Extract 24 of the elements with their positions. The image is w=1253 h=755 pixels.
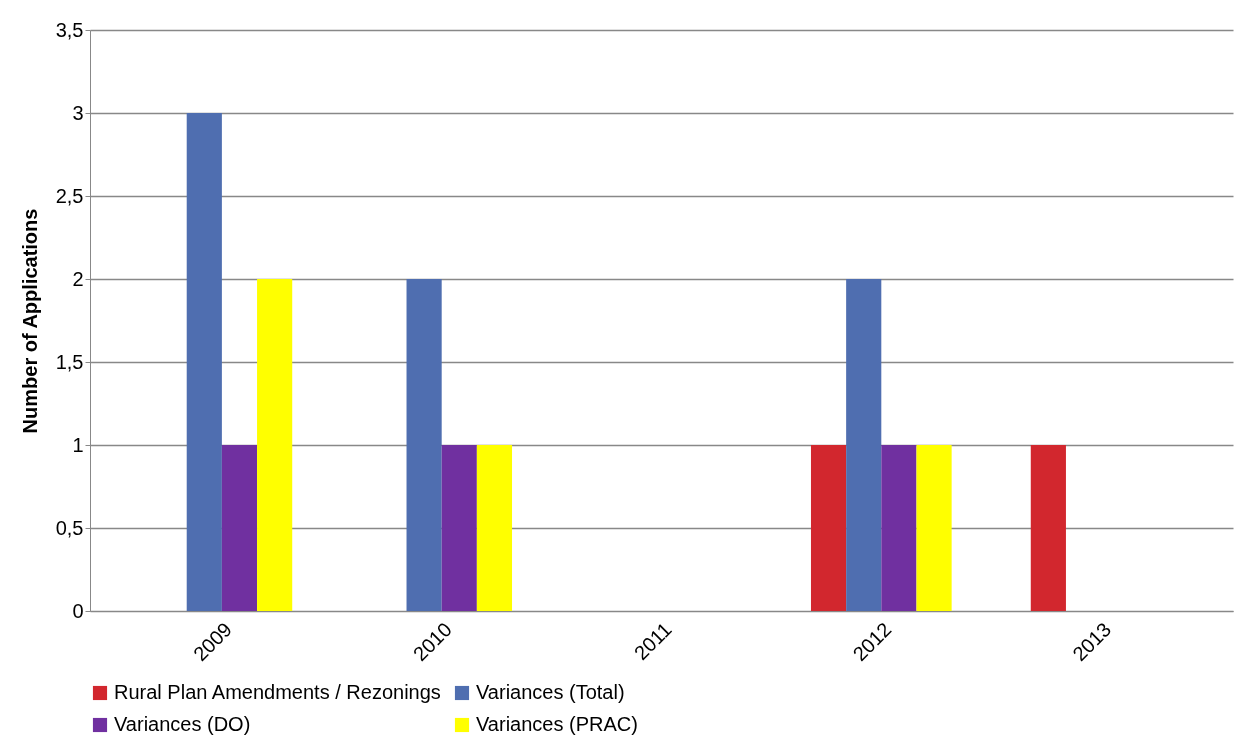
legend-label: Variances (DO) bbox=[114, 713, 251, 735]
legend-label: Rural Plan Amendments / Rezonings bbox=[114, 681, 441, 703]
bar bbox=[881, 445, 917, 611]
y-axis-title: Number of Applications bbox=[18, 208, 41, 434]
bar bbox=[441, 445, 477, 611]
y-tick-label: 3,5 bbox=[55, 18, 84, 41]
bar bbox=[810, 445, 847, 611]
bar bbox=[257, 279, 293, 611]
legend-label: Variances (PRAC) bbox=[476, 713, 638, 735]
y-tick-label: 0 bbox=[72, 599, 84, 622]
y-tick-label: 2,5 bbox=[55, 184, 84, 207]
y-tick-label: 3 bbox=[72, 101, 84, 124]
bar bbox=[916, 445, 952, 611]
bar bbox=[846, 279, 882, 611]
bar bbox=[476, 445, 513, 611]
bar bbox=[406, 279, 442, 611]
y-tick-label: 1,5 bbox=[55, 350, 84, 373]
bar bbox=[1030, 445, 1066, 611]
bar bbox=[221, 445, 258, 611]
y-tick-label: 0,5 bbox=[55, 516, 84, 539]
legend-label: Variances (Total) bbox=[476, 681, 625, 703]
y-tick-label: 1 bbox=[72, 433, 84, 456]
y-tick-label: 2 bbox=[72, 267, 84, 290]
bar bbox=[186, 113, 222, 611]
